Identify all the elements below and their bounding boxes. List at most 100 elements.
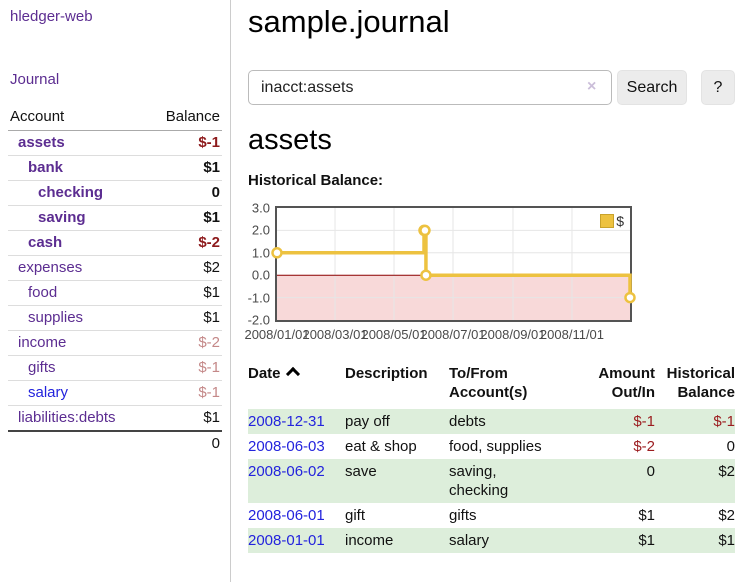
chart-title: Historical Balance:: [248, 172, 384, 189]
account-name-cell: saving: [8, 205, 148, 231]
account-row: salary $-1: [8, 380, 222, 406]
account-link[interactable]: income: [18, 334, 67, 351]
account-row: bank $1: [8, 155, 222, 181]
help-button[interactable]: ?: [701, 70, 735, 105]
transaction-balance: $1: [718, 532, 735, 549]
total-label-cell: [8, 430, 148, 456]
account-row: cash $-2: [8, 230, 222, 256]
account-balance: $-1: [147, 130, 222, 156]
transaction-date-cell: 2008-01-01: [248, 528, 345, 553]
register-column-header: Description: [345, 365, 428, 382]
transaction-description: income: [345, 532, 394, 549]
account-link[interactable]: bank: [28, 159, 64, 176]
account-column-header: Account: [8, 104, 148, 131]
account-balance: $1: [147, 280, 222, 306]
account-link[interactable]: expenses: [18, 259, 83, 276]
account-name-cell: expenses: [8, 255, 148, 281]
transaction-description: pay off: [345, 413, 390, 430]
transaction-date-link[interactable]: 2008-06-01: [248, 507, 325, 524]
register-column-header: Historical Balance: [666, 365, 735, 401]
transaction-accounts: saving, checking: [449, 463, 509, 499]
account-link[interactable]: assets: [18, 134, 65, 151]
account-row: saving $1: [8, 205, 222, 231]
account-balance: $1: [147, 205, 222, 231]
transaction-date-cell: 2008-06-01: [248, 503, 345, 528]
transaction-date-link[interactable]: 2008-06-02: [248, 463, 325, 480]
sidebar-item-journal[interactable]: Journal: [10, 71, 60, 88]
account-row: food $1: [8, 280, 222, 306]
account-name-cell: supplies: [8, 305, 148, 331]
account-row: liabilities:debts $1: [8, 405, 222, 432]
transaction-balance: $2: [718, 507, 735, 524]
account-heading: assets: [248, 124, 332, 156]
account-link[interactable]: salary: [28, 384, 69, 401]
register-table: Date Description To/From Account(s) Amount Ou…: [248, 362, 735, 553]
account-balance: $1: [147, 305, 222, 331]
y-axis-tick-label: -2.0: [247, 312, 270, 328]
chart-legend: $: [600, 213, 624, 229]
clear-search-icon[interactable]: ×: [587, 78, 597, 95]
y-axis-tick-label: 2.0: [251, 222, 270, 238]
transaction-date-link[interactable]: 2008-06-03: [248, 438, 325, 455]
account-link[interactable]: food: [28, 284, 58, 301]
transaction-accounts: debts: [449, 413, 486, 430]
y-axis-tick-label: 0.0: [251, 267, 270, 283]
y-axis-tick-label: 1.0: [251, 245, 270, 261]
total-balance: 0: [147, 430, 222, 456]
accounts-table: Account Balance assets $-1 bank $1 checking 0…: [8, 104, 222, 456]
account-link[interactable]: supplies: [28, 309, 84, 326]
transaction-balance: $2: [718, 463, 735, 480]
transaction-amount: $-2: [633, 438, 655, 455]
account-name-cell: liabilities:debts: [8, 405, 148, 432]
accounts-header-row: Account Balance: [8, 104, 222, 131]
y-axis-tick-label: 3.0: [251, 200, 270, 216]
transaction-date-cell: 2008-06-03: [248, 434, 345, 459]
search-input[interactable]: [248, 70, 612, 105]
sort-ascending-icon: [285, 366, 300, 382]
transaction-date-link[interactable]: 2008-01-01: [248, 532, 325, 549]
account-row: expenses $2: [8, 255, 222, 281]
account-name-cell: cash: [8, 230, 148, 256]
transaction-amount: $1: [638, 507, 655, 524]
transaction-date-cell: 2008-06-02: [248, 459, 345, 503]
account-link[interactable]: gifts: [28, 359, 56, 376]
account-link[interactable]: liabilities:debts: [18, 409, 116, 426]
transaction-date-link[interactable]: 2008-12-31: [248, 413, 325, 430]
account-link[interactable]: cash: [28, 234, 63, 251]
account-name-cell: gifts: [8, 355, 148, 381]
x-axis-tick-label: 2008/11/01: [539, 327, 605, 342]
account-balance: $2: [147, 255, 222, 281]
search-button[interactable]: Search: [617, 70, 687, 105]
y-axis-tick-label: -1.0: [247, 290, 270, 306]
account-row: checking 0: [8, 180, 222, 206]
transaction-accounts: food, supplies: [449, 438, 542, 455]
transaction-description: save: [345, 463, 377, 480]
account-row: supplies $1: [8, 305, 222, 331]
account-link[interactable]: saving: [38, 209, 86, 226]
transaction-amount: 0: [646, 463, 655, 480]
x-axis-tick-label: 2008/09/01: [480, 327, 546, 342]
account-name-cell: bank: [8, 155, 148, 181]
transaction-description: eat & shop: [345, 438, 417, 455]
account-balance: $-1: [147, 380, 222, 406]
account-name-cell: food: [8, 280, 148, 306]
transaction-date-cell: 2008-12-31: [248, 409, 345, 434]
account-balance: $-2: [147, 330, 222, 356]
transaction-row: 2008-01-01 income salary $1 $1: [248, 528, 735, 553]
account-name-cell: income: [8, 330, 148, 356]
brand-link[interactable]: hledger-web: [10, 8, 93, 25]
transaction-balance: $-1: [713, 413, 735, 430]
transaction-row: 2008-12-31 pay off debts $-1 $-1: [248, 409, 735, 434]
chart-plot-area: $: [271, 206, 636, 322]
transaction-row: 2008-06-02 save saving, checking 0 $2: [248, 459, 735, 503]
account-link[interactable]: checking: [38, 184, 104, 201]
account-name-cell: salary: [8, 380, 148, 406]
historical-balance-chart: 3.0 2.0 1.0 0.0 -1.0 -2.0 $ 2008/01/01 2008/03…: [240, 200, 710, 350]
register-column-header: To/From Account(s): [449, 365, 528, 401]
page-title: sample.journal: [248, 4, 450, 39]
transaction-amount: $1: [638, 532, 655, 549]
legend-swatch: [600, 214, 615, 228]
accounts-total-row: 0: [8, 430, 222, 456]
transaction-balance: 0: [726, 438, 735, 455]
